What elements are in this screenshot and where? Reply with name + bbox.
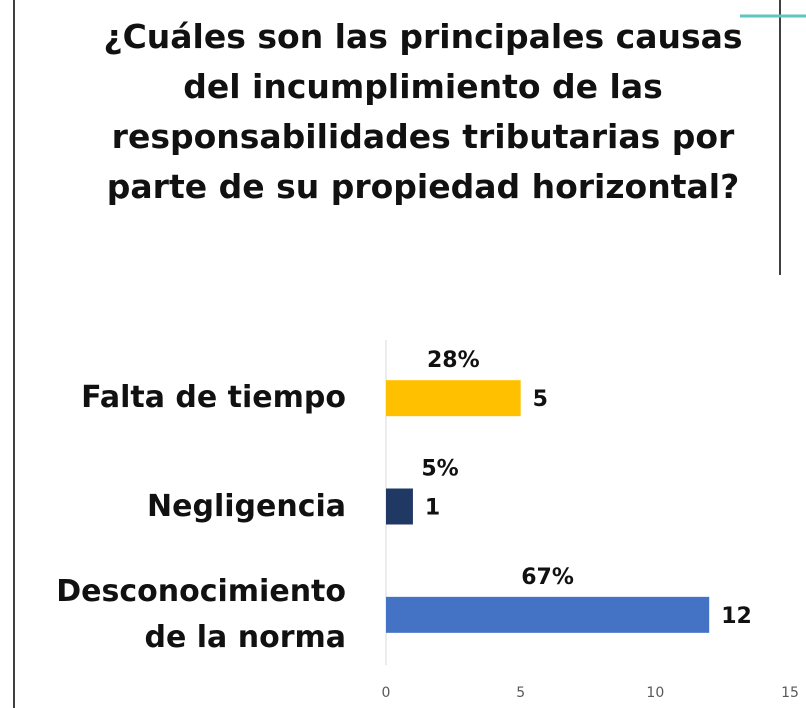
annotation: 5% (421, 457, 458, 482)
y-tick-label: Desconocimiento de la norma (56, 573, 346, 655)
bar (386, 380, 521, 417)
x-tick-label: 5 (516, 685, 525, 701)
annotation: 28% (427, 348, 480, 373)
y-tick-label: Falta de tiempo (81, 380, 346, 416)
value-label: 12 (721, 604, 752, 629)
x-tick-label: 15 (781, 685, 799, 701)
bar (386, 596, 710, 633)
y-tick-label: Negligencia (147, 488, 346, 524)
annotation: 67% (521, 565, 574, 590)
chart-title: ¿Cuáles son las principales causas del i… (103, 17, 743, 206)
bar (386, 488, 413, 525)
value-label: 5 (533, 387, 548, 412)
x-tick-label: 0 (382, 685, 391, 701)
x-tick-label: 10 (646, 685, 664, 701)
value-label: 1 (425, 496, 440, 521)
